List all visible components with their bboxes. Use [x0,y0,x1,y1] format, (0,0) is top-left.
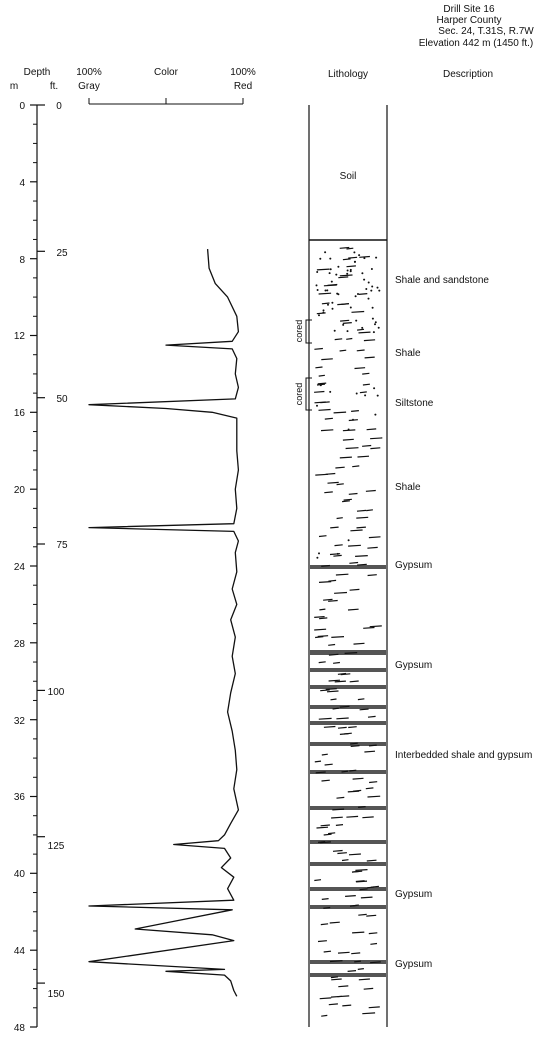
red-label: Red [234,81,252,92]
depth-header: Depth [24,67,51,78]
meter-label: 44 [14,946,26,957]
feet-label: 75 [56,540,68,551]
description-label: Gypsum [395,959,432,970]
description-label: Gypsum [395,889,432,900]
feet-labels: 0 25 50 75 100 125 150 [48,101,68,1000]
gypsum-bed [310,650,386,655]
site-county: Harper County [436,15,501,26]
descriptions: Soil Shale and sandstone Shale Siltstone… [340,171,533,970]
site-elevation: Elevation 442 m (1450 ft.) [419,38,534,49]
gypsum-bed [310,960,386,964]
description-label: Soil [340,171,357,182]
meter-label: 0 [19,101,25,112]
lithology-column [308,105,388,1027]
lithology-header: Lithology [328,69,368,80]
description-label: Interbedded shale and gypsum [395,750,532,761]
feet-label: 50 [56,394,68,405]
meter-label: 20 [14,485,26,496]
gypsum-bed [310,565,386,569]
meter-label: 48 [14,1023,26,1034]
site-location: Sec. 24, T.31S, R.7W [438,26,534,37]
gypsum-bed [310,840,386,844]
meter-label: 28 [14,639,26,650]
meter-label: 8 [19,255,25,266]
site-title: Drill Site 16 [443,4,495,15]
cored-label: cored [294,383,304,406]
cored-label: cored [294,320,304,343]
meter-label: 36 [14,792,26,803]
color-scale [88,98,244,105]
shale-pattern [314,246,383,1017]
meter-label: 40 [14,869,26,880]
gypsum-bed [310,973,386,977]
feet-unit: ft. [50,81,58,92]
description-label: Shale and sandstone [395,275,489,286]
description-label: Gypsum [395,660,432,671]
feet-label: 150 [48,989,65,1000]
gypsum-bed [310,685,386,689]
meter-label: 4 [19,178,25,189]
meter-unit: m [10,81,18,92]
gypsum-bed [310,806,386,810]
red-percent: 100% [230,67,256,78]
meter-label: 12 [14,331,26,342]
feet-scale [37,104,45,984]
feet-label: 125 [48,841,65,852]
gypsum-bed [310,742,386,746]
gray-percent: 100% [76,67,102,78]
description-label: Shale [395,348,421,359]
gypsum-bed [310,905,386,909]
description-label: Siltstone [395,398,434,409]
meter-label: 16 [14,408,26,419]
meter-labels: 0 4 8 12 16 20 24 28 32 36 40 44 48 [14,101,26,1034]
color-header: Color [154,67,179,78]
cored-markers [305,319,312,411]
gypsum-bed [310,770,386,774]
meter-scale [30,104,37,1028]
description-label: Shale [395,482,421,493]
feet-label: 0 [56,101,62,112]
minor-depth-ticks [33,123,37,1009]
gypsum-bed [310,668,386,672]
gypsum-bed [310,862,386,866]
feet-label: 100 [48,687,65,698]
gypsum-bed [310,721,386,725]
meter-label: 32 [14,716,26,727]
description-label: Gypsum [395,560,432,571]
gray-label: Gray [78,81,100,92]
feet-label: 25 [56,248,68,259]
color-curve [88,249,240,997]
gypsum-bed [310,887,386,891]
description-header: Description [443,69,493,80]
meter-label: 24 [14,562,26,573]
sandstone-pattern [315,251,381,559]
